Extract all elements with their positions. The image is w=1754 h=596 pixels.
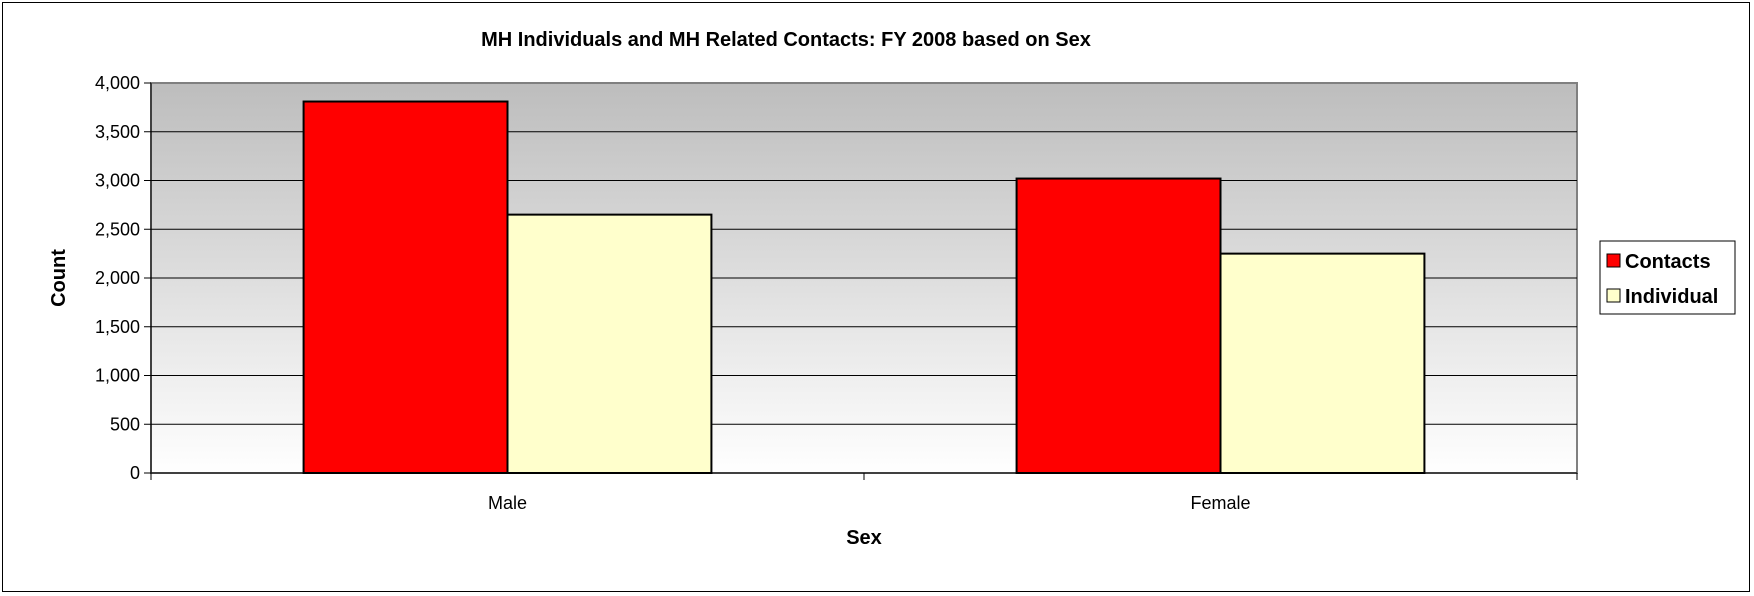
bar-individual-female	[1219, 252, 1426, 474]
legend-swatch-individual	[1606, 288, 1621, 303]
y-tick-label: 3,000	[95, 171, 140, 191]
legend-label-individual: Individual	[1625, 286, 1718, 308]
y-tick-label: 0	[130, 463, 140, 483]
y-tick-label: 1,000	[95, 366, 140, 386]
bar-individual-male	[506, 213, 713, 474]
y-tick-label: 500	[110, 414, 140, 434]
y-tick-labels: 0 500 1,000 1,500 2,000 2,500 3,000 3,500 4,000	[95, 73, 140, 483]
bar-contacts-female	[1015, 177, 1222, 475]
y-tick-label: 3,500	[95, 122, 140, 142]
legend: Contacts Individual	[1599, 240, 1736, 315]
y-tick-label: 1,500	[95, 317, 140, 337]
x-tick-label: Male	[488, 493, 527, 513]
y-tick-label: 2,000	[95, 268, 140, 288]
y-axis-label: Count	[48, 249, 70, 307]
y-tick-label: 2,500	[95, 219, 140, 239]
axes	[144, 82, 1578, 480]
bars	[302, 100, 1426, 475]
y-tick-label: 4,000	[95, 73, 140, 93]
bar-chart: MH Individuals and MH Related Contacts: …	[48, 29, 1736, 549]
chart-title: MH Individuals and MH Related Contacts: …	[481, 29, 1091, 51]
x-tick-labels: Male Female	[488, 493, 1251, 513]
bar-contacts-male	[302, 100, 509, 475]
legend-swatch-contacts	[1606, 253, 1621, 268]
x-axis-label: Sex	[846, 527, 882, 549]
legend-label-contacts: Contacts	[1625, 251, 1711, 273]
legend-box	[1599, 240, 1736, 315]
x-tick-label: Female	[1190, 493, 1250, 513]
